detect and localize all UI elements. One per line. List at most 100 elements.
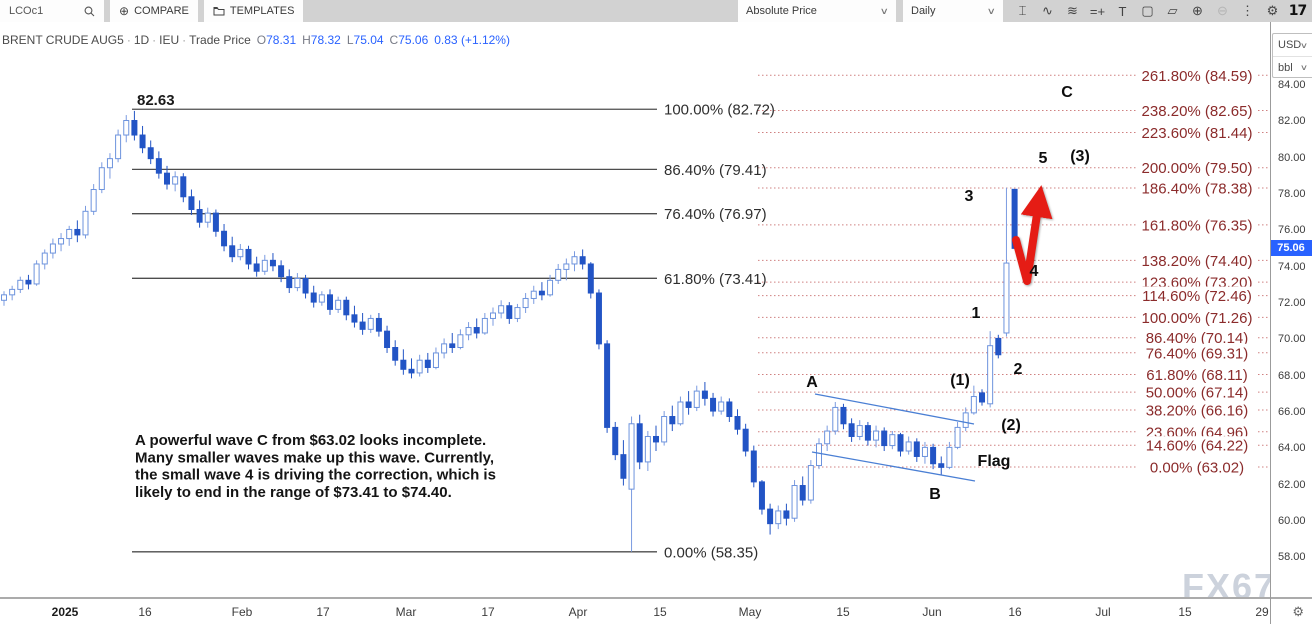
candle-body [522, 297, 529, 309]
folder-icon [213, 7, 225, 16]
currency-dropdown[interactable]: USD ∨ [1273, 34, 1312, 56]
candle-body [783, 510, 790, 519]
financials-icon[interactable]: =+ [1089, 3, 1106, 19]
candle-body [530, 290, 537, 299]
flag-trendline[interactable] [811, 451, 976, 482]
time-tick: 15 [836, 605, 850, 619]
fib-extension-label: 261.80% (84.59) [1142, 68, 1253, 85]
currency-value: USD [1278, 39, 1302, 51]
wave-label[interactable]: 1 [972, 305, 981, 322]
unit-dropdown[interactable]: bbl ∨ [1273, 56, 1312, 78]
candle-body [155, 158, 162, 174]
candle-body [204, 212, 211, 223]
wave-label[interactable]: 5 [1039, 150, 1048, 167]
candle-body [408, 368, 415, 374]
compare-button[interactable]: ⊕ COMPARE [110, 0, 198, 22]
price-tick: 72.00 [1278, 296, 1306, 309]
symbol-legend[interactable]: BRENT CRUDE AUG5 · 1D · IEU · Trade Price O78.3… [2, 33, 510, 47]
candle-body [995, 337, 1002, 356]
templates-label: TEMPLATES [229, 5, 295, 17]
candle-body [1003, 262, 1010, 334]
open-label: O [256, 33, 267, 47]
price-axis[interactable]: 84.00 82.00 80.00 78.00 76.00 74.00 72.00 70.00… [1270, 22, 1312, 597]
candle-body [449, 343, 456, 349]
candle-body [441, 343, 448, 354]
pattern-icon[interactable]: ▢ [1141, 3, 1154, 18]
templates-button[interactable]: TEMPLATES [203, 0, 304, 22]
candlestick-icon[interactable]: ⌶ [1018, 3, 1027, 18]
unit-selector-box: USD ∨ bbl ∨ [1272, 33, 1312, 78]
candle-body [832, 406, 839, 432]
indicators-icon[interactable]: ∿ [1042, 3, 1053, 18]
candle-body [237, 248, 244, 258]
time-tick: Mar [395, 605, 417, 619]
candle-body [677, 401, 684, 425]
candle-body [41, 252, 48, 265]
candle-body [164, 172, 170, 185]
last-price-label: 75.06 [1270, 240, 1312, 257]
interval-dropdown[interactable]: Daily ∨ [903, 0, 1003, 22]
fib-extension-label: 61.80% (68.11) [1146, 367, 1247, 384]
candle-body [465, 327, 472, 336]
candle-body [188, 196, 195, 210]
candle-body [115, 134, 122, 160]
chart-settings-icon[interactable]: ⚙ [1266, 3, 1279, 18]
price-mode-dropdown[interactable]: Absolute Price ∨ [738, 0, 896, 22]
polygon-icon[interactable]: ▱ [1167, 3, 1178, 18]
candle-body [538, 290, 545, 296]
time-axis-settings-icon[interactable]: ⚙ [1292, 604, 1304, 619]
wave-label[interactable]: (1) [950, 372, 970, 389]
wave-label[interactable]: C [1061, 84, 1073, 101]
chevron-down-icon: ∨ [880, 5, 890, 16]
high-label: H [302, 33, 311, 47]
fib-retracement-label: 61.80% (73.41) [664, 271, 767, 288]
wave-label[interactable]: 2 [1014, 361, 1023, 378]
wave-label[interactable]: 3 [965, 188, 974, 205]
candle-body [278, 265, 285, 278]
more-options-icon[interactable]: ⋮ [1241, 3, 1254, 18]
wave-direction-arrow[interactable] [1012, 185, 1053, 285]
candle-body [653, 435, 659, 443]
candle-body [881, 430, 888, 447]
top-toolbar: LCOc1 ⊕ COMPARE TEMPLATES Absolute Price… [0, 0, 1312, 22]
candle-body [710, 397, 717, 412]
symbol-ticker: LCOc1 [9, 5, 44, 17]
candle-body [864, 425, 871, 441]
candle-body [661, 416, 668, 443]
time-tick: 16 [138, 605, 152, 619]
compare-waves-icon[interactable]: ≋ [1067, 3, 1078, 18]
candle-body [563, 263, 570, 270]
chevron-down-icon: ∨ [1300, 40, 1309, 50]
candle-body [9, 288, 16, 296]
price-mode-value: Absolute Price [746, 5, 817, 17]
wave-label[interactable]: Flag [978, 453, 1011, 470]
wave-label[interactable]: (2) [1001, 417, 1021, 434]
time-axis[interactable]: ⚙ 2025 16 Feb 17 Mar 17 Apr 15 May 15 Jun 16 Jul 15 29 [0, 597, 1312, 624]
text-tool-icon[interactable]: T [1118, 3, 1127, 19]
candle-body [327, 294, 333, 310]
tradingview-logo[interactable]: 17 [1288, 3, 1307, 19]
zoom-in-icon[interactable]: ⊕ [1192, 3, 1203, 18]
candle-body [718, 401, 725, 412]
candle-body [33, 263, 40, 285]
price-tick: 74.00 [1278, 260, 1306, 273]
analysis-note-line: A powerful wave C from $63.02 looks inco… [135, 432, 486, 449]
fib-extension-label: 223.60% (81.44) [1142, 125, 1253, 142]
candle-body [848, 423, 855, 437]
interval-value: Daily [911, 5, 936, 17]
wave-label[interactable]: B [929, 486, 941, 503]
price-tick: 78.00 [1278, 187, 1306, 200]
open-value: 78.31 [266, 33, 297, 47]
wave-label[interactable]: (3) [1070, 148, 1090, 165]
fib-extension-label: 86.40% (70.14) [1146, 330, 1249, 347]
fib-extension-label: 238.20% (82.65) [1142, 103, 1253, 120]
wave-label[interactable]: A [806, 374, 818, 391]
legend-exchange: IEU [159, 33, 180, 47]
chart-canvas[interactable]: 261.80% (84.59) 238.20% (82.65) 223.60% (8… [0, 0, 1270, 597]
symbol-search-box[interactable]: LCOc1 [0, 0, 104, 22]
candle-body [310, 292, 317, 303]
candle-body [970, 396, 977, 414]
flag-trendline[interactable] [814, 393, 975, 425]
wave-label[interactable]: 4 [1030, 263, 1039, 280]
candle-body [840, 406, 847, 425]
